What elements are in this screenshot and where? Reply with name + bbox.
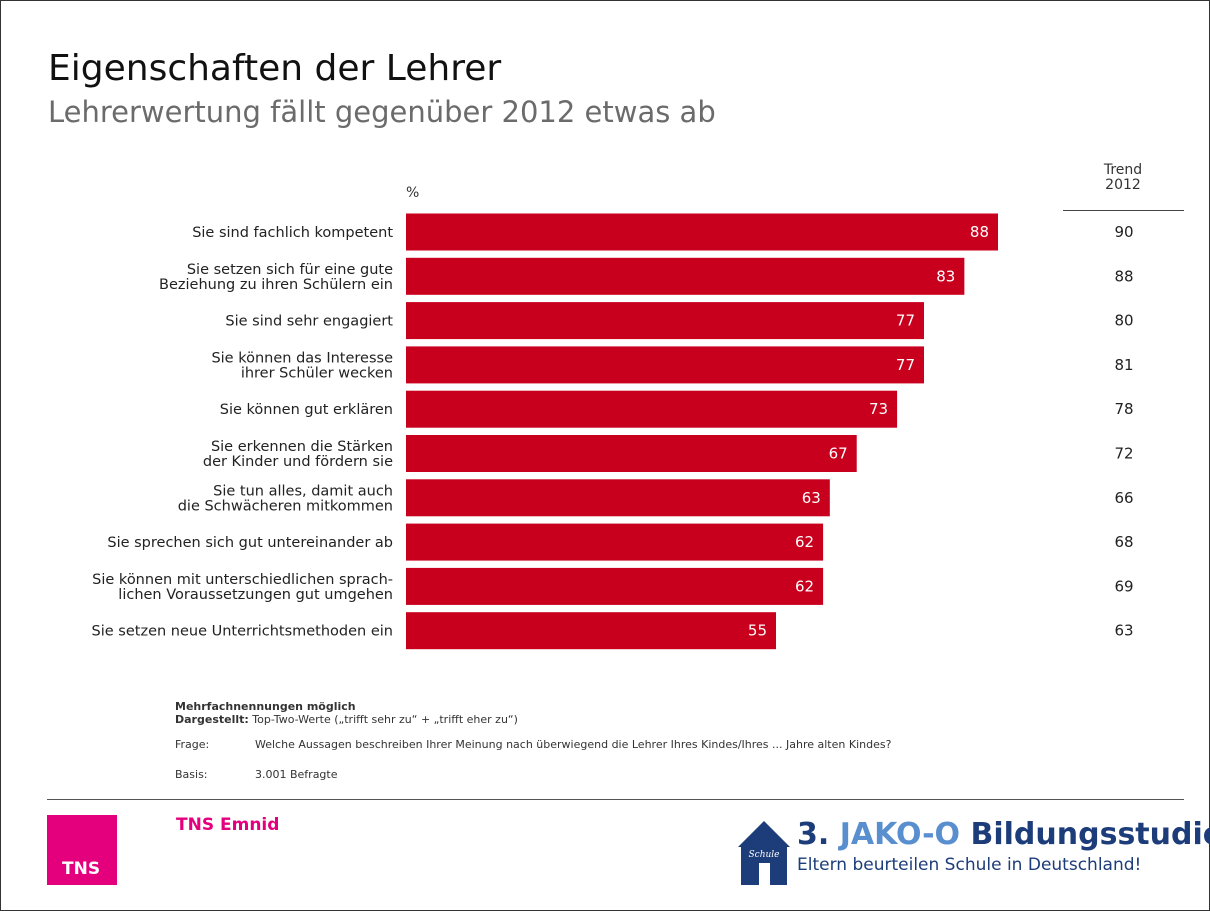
note-base: Basis: 3.001 Befragte (175, 768, 338, 781)
note-base-label: Basis: (175, 768, 208, 781)
bar (406, 213, 998, 251)
tns-logo: TNS (47, 815, 117, 885)
category-label: Sie können das Interesse (211, 350, 393, 366)
category-label: ihrer Schüler wecken (241, 365, 393, 381)
category-label: die Schwächeren mitkommen (178, 498, 393, 514)
study-number: 3. (797, 817, 830, 852)
bar-value-label: 77 (896, 312, 915, 330)
category-label: Sie können mit unterschiedlichen sprach- (92, 572, 393, 588)
house-label: Schule (748, 850, 779, 860)
study-title: 3. JAKO-O Bildungsstudie (797, 817, 1210, 852)
bar-value-label: 63 (802, 489, 821, 507)
bar-value-label: 77 (896, 356, 915, 374)
bar-value-label: 88 (970, 223, 989, 241)
bar (406, 390, 898, 428)
trend-header-line2: 2012 (1105, 177, 1141, 193)
category-label: Sie können gut erklären (220, 402, 393, 418)
bar (406, 479, 830, 517)
note-multi: Mehrfachnennungen möglich (175, 700, 356, 713)
bar-value-label: 62 (795, 577, 814, 595)
category-label: Beziehung zu ihren Schülern ein (159, 277, 393, 293)
bar (406, 612, 776, 650)
category-label: lichen Voraussetzungen gut umgehen (118, 587, 393, 603)
bar-value-label: 67 (829, 445, 848, 463)
bildungsstudie-logo: Schule 3. JAKO-O Bildungsstudie Eltern b… (735, 815, 1210, 887)
trend-value: 63 (1114, 622, 1133, 640)
note-base-text: 3.001 Befragte (255, 768, 338, 781)
note-question: Frage: Welche Aussagen beschreiben Ihrer … (175, 738, 891, 751)
trend-value: 78 (1114, 400, 1133, 418)
note-question-text: Welche Aussagen beschreiben Ihrer Meinun… (255, 738, 892, 751)
trend-value: 90 (1114, 223, 1133, 241)
category-label: Sie sprechen sich gut untereinander ab (107, 535, 393, 551)
tns-logo-text: TNS (62, 859, 101, 879)
page-subtitle: Lehrerwertung fällt gegenüber 2012 etwas… (48, 95, 716, 129)
trend-value: 69 (1114, 577, 1133, 595)
unit-label: % (406, 185, 420, 201)
note-shown: Dargestellt: Top-Two-Werte („trifft sehr… (175, 713, 518, 726)
bar (406, 435, 857, 472)
category-label: Sie sind sehr engagiert (225, 314, 393, 330)
bar (406, 302, 924, 340)
bar (406, 257, 965, 295)
bar-value-label: 83 (936, 267, 955, 285)
tns-emnid-label: TNS Emnid (176, 815, 280, 835)
trend-value: 66 (1114, 489, 1133, 507)
category-label: Sie erkennen die Stärken (211, 439, 393, 455)
bar (406, 567, 824, 605)
trend-value: 88 (1114, 267, 1133, 285)
page-title: Eigenschaften der Lehrer (48, 48, 502, 89)
bar (406, 523, 824, 561)
study-word: Bildungsstudie (970, 817, 1210, 852)
study-tagline: Eltern beurteilen Schule in Deutschland! (797, 855, 1142, 875)
category-label: Sie setzen sich für eine gute (187, 262, 393, 278)
bar-value-label: 55 (748, 622, 767, 640)
category-label: Sie setzen neue Unterrichtsmethoden ein (92, 624, 393, 640)
trend-header: Trend 2012 (1062, 163, 1184, 193)
bar-value-label: 62 (795, 533, 814, 551)
note-shown-text: Top-Two-Werte („trifft sehr zu“ + „triff… (252, 713, 518, 726)
category-label: Sie tun alles, damit auch (213, 483, 393, 499)
trend-value: 72 (1114, 445, 1133, 463)
study-brand: JAKO-O (839, 817, 961, 852)
trend-header-line1: Trend (1103, 162, 1143, 178)
bar-value-label: 73 (869, 400, 888, 418)
trend-value: 80 (1114, 312, 1133, 330)
house-icon: Schule (738, 821, 790, 885)
bar-chart: 88 Sie sind fachlich kompetent 90 83 Sie set… (92, 213, 1134, 650)
category-label: Sie sind fachlich kompetent (192, 225, 393, 241)
category-label: der Kinder und fördern sie (203, 454, 393, 470)
footer-divider (47, 799, 1184, 800)
trend-value: 68 (1114, 533, 1133, 551)
note-question-label: Frage: (175, 738, 210, 751)
note-shown-label: Dargestellt: (175, 713, 249, 726)
trend-value: 81 (1114, 356, 1133, 374)
trend-header-rule (1063, 210, 1184, 211)
bar (406, 346, 924, 384)
